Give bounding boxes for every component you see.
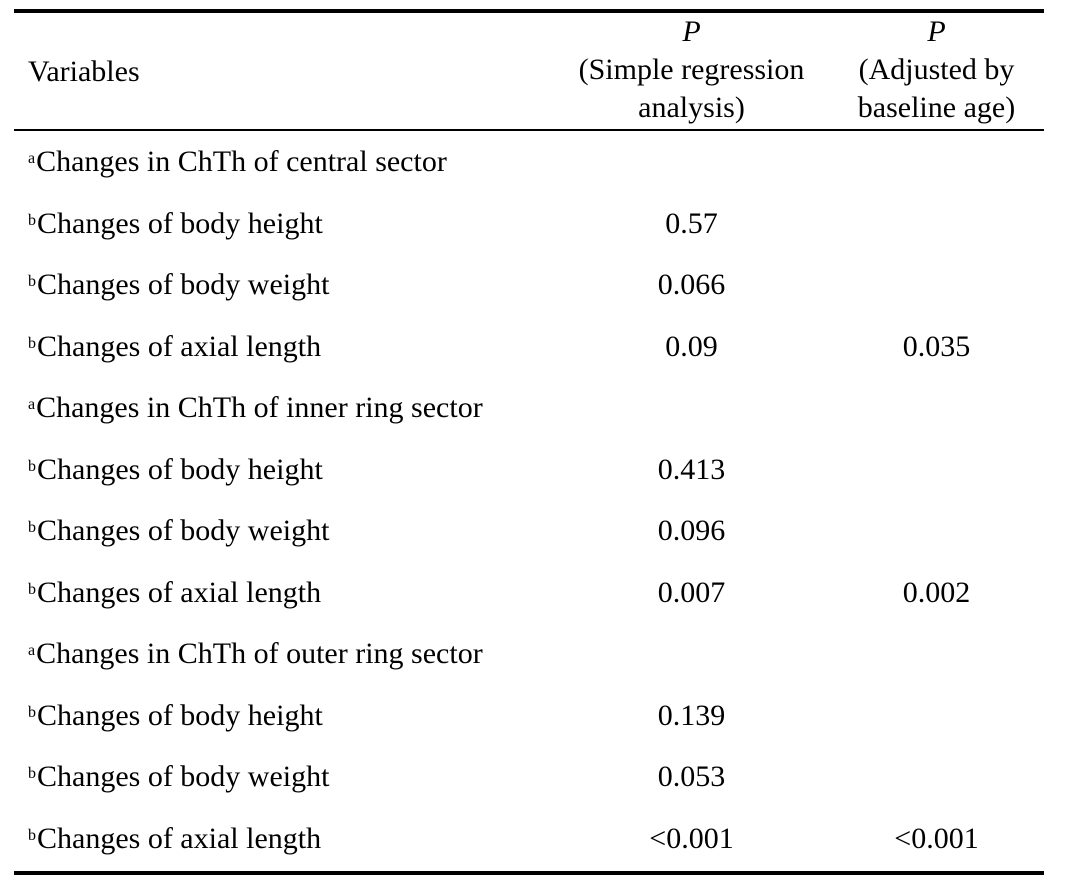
footnote-marker: a	[28, 150, 36, 167]
simple-regression-p-value: 0.57	[665, 206, 718, 240]
row-label: bChanges of body weight	[28, 254, 329, 321]
header-subtitle-line1: (Adjusted by	[858, 53, 1015, 86]
header-adjusted-p: P (Adjusted by baseline age)	[834, 13, 1039, 127]
table-row: aChanges in ChTh of outer ring sector	[14, 623, 1044, 685]
row-label: bChanges of body height	[28, 685, 323, 752]
row-label-text: Changes of body height	[37, 452, 323, 486]
header-subtitle-line2: baseline age)	[857, 91, 1016, 124]
header-rule	[14, 129, 1044, 131]
simple-regression-p-value: 0.139	[657, 698, 726, 732]
header-simple-regression-p: P (Simple regression analysis)	[559, 13, 824, 127]
row-label-text: Changes in ChTh of outer ring sector	[36, 637, 483, 670]
row-label: bChanges of axial length	[28, 562, 321, 629]
table-row: bChanges of body height 0.413	[14, 439, 1044, 501]
table-row: bChanges of axial length 0.007 0.002	[14, 562, 1044, 624]
table-row: bChanges of body weight 0.096	[14, 500, 1044, 562]
table-row: aChanges in ChTh of inner ring sector	[14, 377, 1044, 439]
adjusted-p-value: <0.001	[894, 821, 979, 855]
simple-regression-p-value: 0.413	[657, 452, 726, 486]
simple-regression-p-value: <0.001	[649, 821, 734, 855]
simple-regression-p-value: 0.09	[665, 329, 718, 363]
footnote-marker: b	[28, 703, 36, 721]
simple-regression-p-value: 0.007	[657, 575, 726, 609]
row-label: bChanges of axial length	[28, 316, 321, 383]
header-subtitle-line1: (Simple regression	[578, 53, 805, 86]
row-label: bChanges of body height	[28, 193, 323, 260]
row-label-text: Changes of body height	[37, 698, 323, 732]
footnote-marker: b	[28, 765, 36, 782]
header-subtitle-line2: analysis)	[638, 91, 745, 124]
footnote-marker: a	[28, 396, 36, 413]
simple-regression-p-value: 0.053	[657, 760, 726, 793]
table-row: bChanges of body height 0.57	[14, 193, 1044, 255]
footnote-marker: b	[28, 457, 36, 475]
table-row: bChanges of body weight 0.066	[14, 254, 1044, 316]
table-row: bChanges of axial length 0.09 0.035	[14, 316, 1044, 378]
row-label: aChanges in ChTh of inner ring sector	[28, 377, 483, 444]
row-label: bChanges of body weight	[28, 746, 329, 813]
footnote-marker: a	[28, 642, 36, 659]
row-label: bChanges of axial length	[28, 808, 321, 875]
table-body: aChanges in ChTh of central sector bChang…	[14, 131, 1044, 869]
footnote-marker: b	[28, 826, 36, 844]
table-row: bChanges of axial length <0.001 <0.001	[14, 808, 1044, 870]
footnote-marker: b	[28, 211, 36, 229]
footnote-marker: b	[28, 273, 36, 290]
footnote-marker: b	[28, 519, 36, 536]
row-label: bChanges of body height	[28, 439, 323, 506]
top-rule	[14, 9, 1044, 13]
regression-table: Variables P (Simple regression analysis)…	[14, 9, 1044, 875]
row-label-text: Changes of body weight	[37, 760, 330, 793]
table-row: bChanges of body weight 0.053	[14, 746, 1044, 808]
row-label: aChanges in ChTh of outer ring sector	[28, 623, 483, 690]
adjusted-p-value: 0.002	[902, 575, 971, 609]
table-row: aChanges in ChTh of central sector	[14, 131, 1044, 193]
row-label-text: Changes in ChTh of central sector	[36, 145, 447, 178]
row-label: bChanges of body weight	[28, 500, 329, 567]
bottom-rule	[14, 871, 1044, 875]
simple-regression-p-value: 0.066	[657, 268, 726, 301]
row-label-text: Changes of body height	[37, 206, 323, 240]
row-label-text: Changes of axial length	[37, 329, 322, 363]
row-label-text: Changes of axial length	[37, 575, 322, 609]
header-variables: Variables	[28, 55, 140, 88]
header-p-symbol: P	[682, 15, 701, 48]
table-header: Variables P (Simple regression analysis)…	[14, 13, 1044, 129]
row-label-text: Changes of body weight	[37, 514, 330, 547]
simple-regression-p-value: 0.096	[657, 514, 726, 547]
header-p-symbol: P	[927, 15, 946, 48]
table-row: bChanges of body height 0.139	[14, 685, 1044, 747]
row-label-text: Changes of body weight	[37, 268, 330, 301]
footnote-marker: b	[28, 334, 36, 352]
row-label-text: Changes in ChTh of inner ring sector	[36, 391, 483, 424]
row-label: aChanges in ChTh of central sector	[28, 131, 447, 198]
adjusted-p-value: 0.035	[902, 329, 971, 363]
row-label-text: Changes of axial length	[37, 821, 322, 855]
footnote-marker: b	[28, 580, 36, 598]
